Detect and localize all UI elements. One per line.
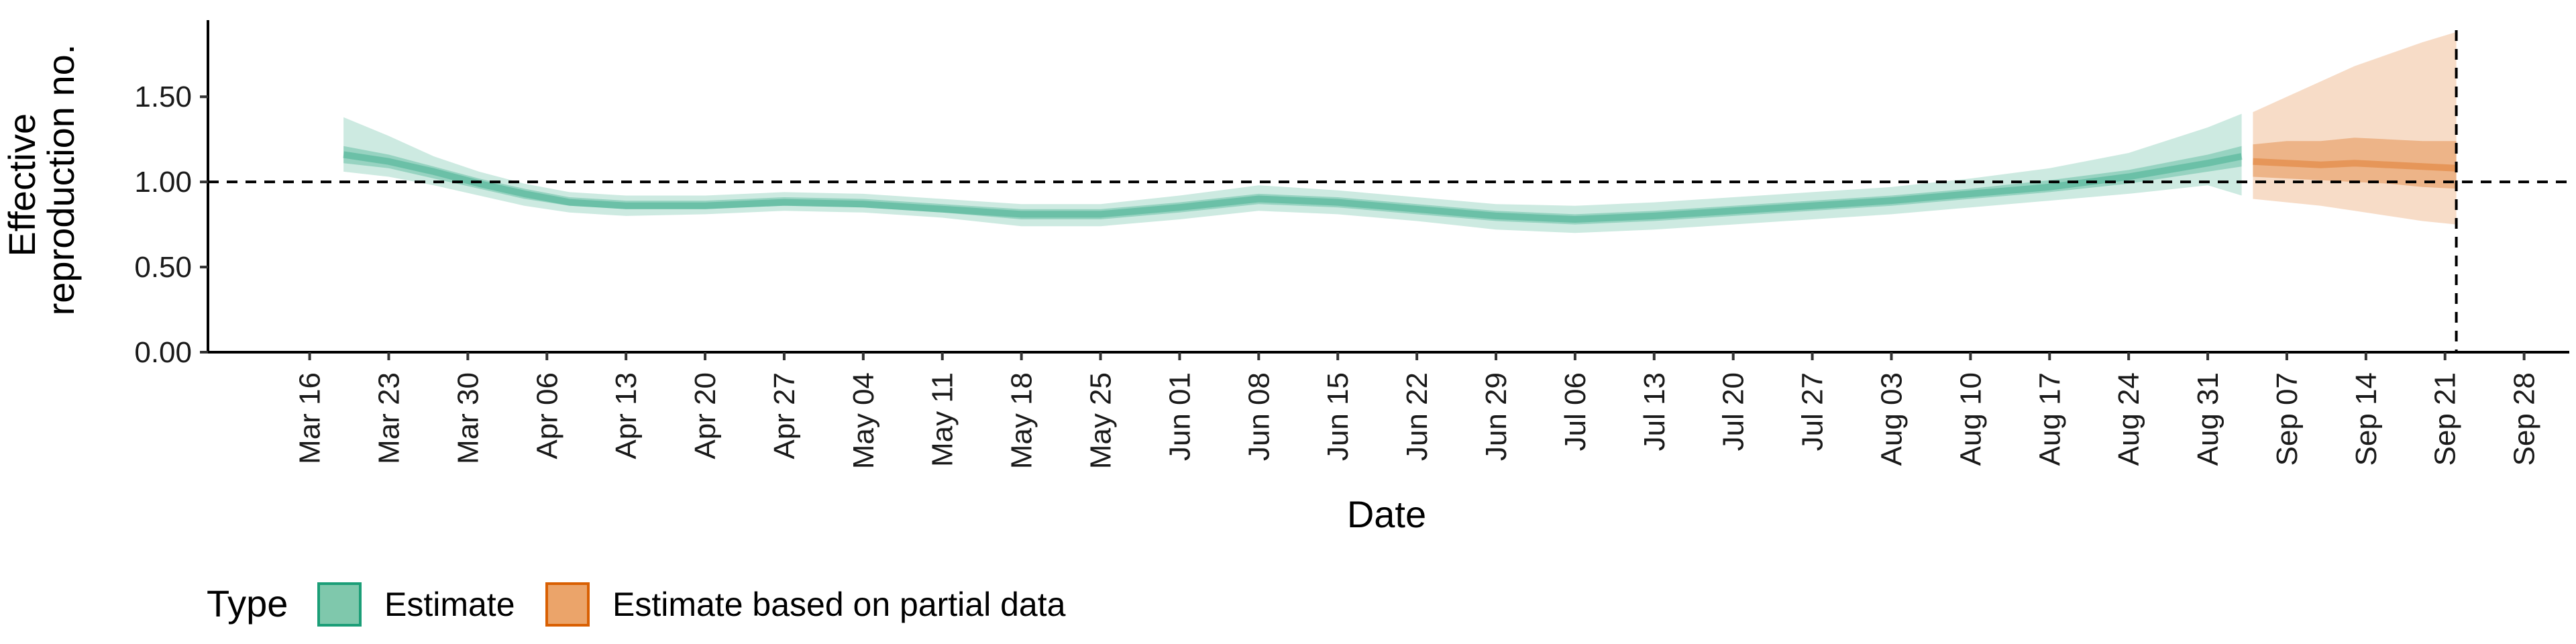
legend-swatch-estimate (317, 582, 362, 627)
x-tick-label: Jun 15 (1322, 372, 1354, 461)
x-tick-label: Jun 01 (1163, 372, 1196, 461)
x-tick-label: Apr 20 (689, 372, 722, 460)
x-tick-label: Aug 17 (2033, 372, 2066, 466)
x-axis-ticks: Mar 16 Mar 23 Mar 30 Apr 06 Apr 13 Apr 20 Apr … (294, 352, 2541, 469)
x-tick-label: Jun 22 (1401, 372, 1434, 461)
x-tick-label: Sep 28 (2508, 372, 2541, 466)
x-tick-label: Aug 31 (2192, 372, 2224, 466)
y-tick-label: 0.50 (134, 251, 192, 284)
plot-area (343, 32, 2457, 233)
x-tick-label: Aug 03 (1876, 372, 1909, 466)
x-tick-label: Sep 21 (2429, 372, 2462, 466)
x-tick-label: Apr 06 (531, 372, 564, 460)
legend: Type Estimate Estimate based on partial … (207, 582, 1066, 627)
x-tick-label: Aug 10 (1954, 372, 1987, 466)
axes (207, 20, 2569, 354)
median-line-partial-estimate (2253, 158, 2457, 172)
x-tick-label: Jun 29 (1480, 372, 1513, 461)
legend-title: Type (207, 582, 288, 625)
x-tick-label: Mar 23 (373, 372, 406, 464)
x-tick-label: May 11 (926, 372, 959, 467)
x-tick-label: Aug 24 (2112, 372, 2145, 466)
y-axis-title: Effective reproduction no. (1, 44, 82, 316)
y-axis-title-line-2: reproduction no. (40, 44, 82, 316)
band-90-partial-estimate (2253, 32, 2457, 225)
reference-lines (208, 30, 2569, 352)
y-axis-ticks: 0.00 0.50 1.00 1.50 (134, 80, 208, 369)
y-tick-label: 1.50 (134, 80, 192, 113)
x-tick-label: Jul 20 (1717, 372, 1750, 451)
legend-label-partial-estimate: Estimate based on partial data (612, 586, 1066, 623)
x-tick-label: Sep 14 (2350, 372, 2383, 466)
x-tick-label: May 04 (847, 372, 880, 469)
band-50-estimate (343, 146, 2242, 225)
legend-swatch-partial-estimate (545, 582, 590, 627)
band-50-partial-estimate (2253, 138, 2457, 189)
x-tick-label: Sep 07 (2271, 372, 2304, 466)
x-tick-label: Jul 13 (1638, 372, 1671, 451)
x-tick-label: Mar 16 (294, 372, 327, 464)
legend-label-estimate: Estimate (384, 586, 515, 623)
x-tick-label: Apr 27 (768, 372, 801, 460)
band-90-estimate (343, 113, 2242, 233)
median-line-estimate (343, 151, 2243, 223)
x-tick-label: May 18 (1006, 372, 1038, 469)
x-tick-label: Apr 13 (610, 372, 643, 460)
y-tick-label: 0.00 (134, 336, 192, 369)
x-tick-label: May 25 (1085, 372, 1118, 469)
x-axis-title: Date (1347, 493, 1426, 535)
y-axis-title-line-1: Effective (1, 113, 43, 257)
x-tick-label: Jun 08 (1242, 372, 1275, 461)
x-tick-label: Jul 06 (1559, 372, 1592, 451)
x-tick-label: Mar 30 (451, 372, 484, 464)
y-tick-label: 1.00 (134, 166, 192, 199)
x-tick-label: Jul 27 (1796, 372, 1829, 451)
